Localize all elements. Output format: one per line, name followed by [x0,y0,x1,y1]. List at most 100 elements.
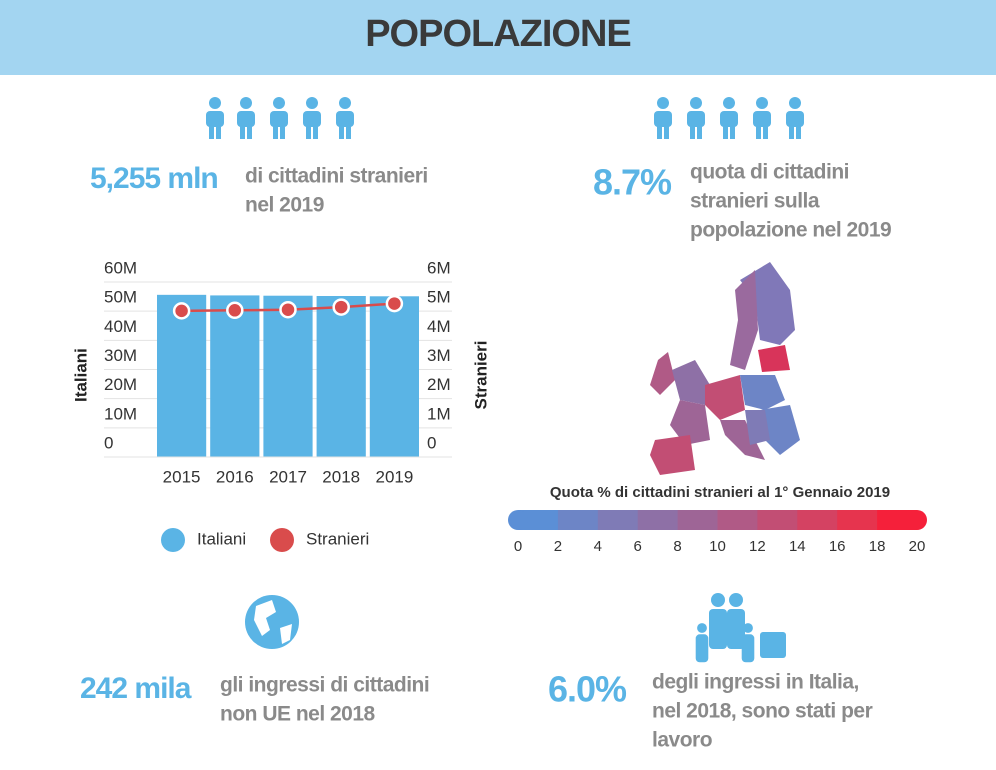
stat-text: lavoro [652,729,712,752]
stat-text: degli ingressi in Italia, [652,671,859,694]
y-tick-label: 20M [104,375,137,394]
person-icon [786,97,804,139]
map-region [758,345,790,372]
person-head [209,97,221,109]
person-leg [690,125,695,139]
line-point [226,301,244,320]
person-head [339,97,351,109]
y-tick-label: 10M [104,404,137,423]
map-region [740,375,785,410]
person-head [711,593,725,607]
map-legend-tick: 12 [749,538,766,555]
legend-label: Stranieri [306,529,369,548]
header-band [0,0,996,75]
person-head [756,97,768,109]
legend-label: Italiani [197,529,246,548]
bar [210,295,260,457]
x-tick-label: 2015 [163,467,201,486]
person-leg [697,125,702,139]
map-region [650,435,695,475]
y2-tick-label: 4M [427,317,451,336]
person-icon [753,97,771,139]
map-legend-title: Quota % di cittadini stranieri al 1° Gen… [550,484,890,501]
map-legend-swatch [677,510,718,530]
y-tick-label: 60M [104,258,137,277]
map-legend-tick: 16 [829,538,846,555]
person-head [723,97,735,109]
map-legend-tick: 6 [634,538,642,555]
y-tick-label: 40M [104,317,137,336]
map-legend-tick: 14 [789,538,806,555]
map-legend-swatch [837,510,878,530]
person-body [237,111,255,127]
person-head [306,97,318,109]
x-tick-label: 2018 [322,467,360,486]
map-legend-cap [907,510,927,530]
map-region [760,405,800,455]
map-region [650,352,675,395]
person-leg [273,125,278,139]
y2-tick-label: 1M [427,404,451,423]
stat-text: di cittadini stranieri [245,165,428,188]
map-region [730,270,758,370]
stat-text: non UE nel 2018 [220,703,376,726]
bar [263,295,313,457]
person-leg [723,125,728,139]
person-leg [796,125,801,139]
map-legend-swatch [797,510,838,530]
globe-land [254,600,292,644]
person-head [273,97,285,109]
person-body [741,634,755,663]
map-region [720,420,765,460]
person-leg [664,125,669,139]
header-title: POPOLAZIONE [365,13,631,55]
bar [316,296,366,457]
legend-swatch [161,528,185,552]
y-axis-label: Italiani [71,348,90,402]
map-legend-cap [508,510,528,530]
stat-text: nel 2018, sono stati per [652,700,873,723]
line-point [172,302,191,320]
bar [369,296,419,457]
y-tick-label: 0 [104,433,113,452]
map-legend-tick: 20 [909,538,926,555]
map-legend-swatch [637,510,679,530]
person-head [240,97,252,109]
person-leg [216,125,221,139]
map-legend-tick: 10 [709,538,726,555]
x-tick-label: 2019 [375,467,413,486]
person-leg [306,125,311,139]
map-legend-swatch [597,510,639,530]
y2-axis-label: Stranieri [471,341,490,410]
person-body [727,609,745,649]
person-body [687,111,705,127]
person-leg [313,125,318,139]
map-legend-tick: 8 [673,538,681,555]
person-icon [687,97,705,139]
map-legend-tick: 18 [869,538,886,555]
person-leg [346,125,351,139]
person-leg [209,125,214,139]
bar [157,294,207,457]
person-head [657,97,669,109]
stat-text: popolazione nel 2019 [690,219,891,242]
stat-value: 5,255 mln [90,162,218,195]
person-leg [730,125,735,139]
map-region [705,375,745,420]
person-leg [280,125,285,139]
person-leg [763,125,768,139]
map-legend-swatch [757,510,798,530]
person-body [720,111,738,127]
map-legend-swatch [717,510,758,530]
y2-tick-label: 0 [427,433,436,452]
person-icon [303,97,321,139]
map-legend-swatch [557,510,599,530]
legend-swatch [270,528,294,552]
stat-text: nel 2019 [245,194,324,217]
line-point [332,298,350,316]
person-body [206,111,224,127]
x-tick-label: 2017 [269,467,307,486]
person-body [270,111,288,127]
person-leg [240,125,245,139]
person-icon [654,97,672,139]
